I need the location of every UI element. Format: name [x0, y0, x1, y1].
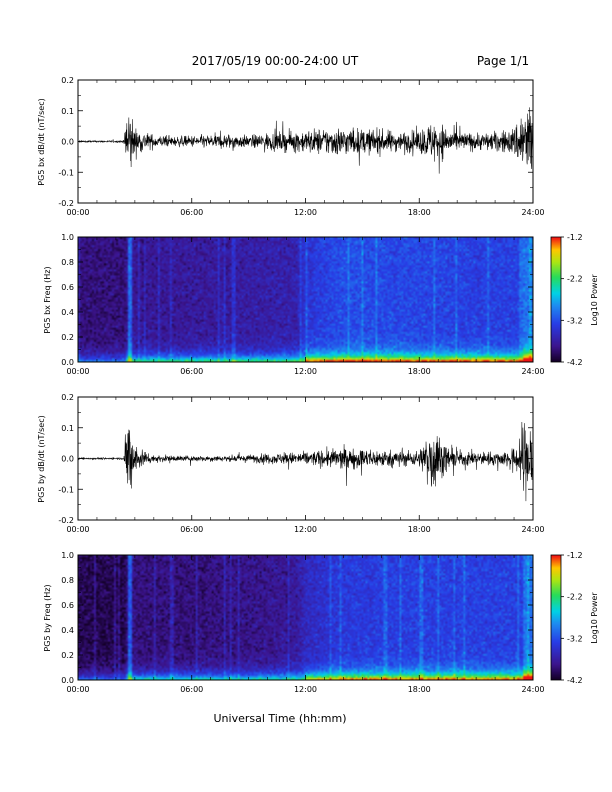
colorbar — [551, 237, 561, 362]
colorbar-tick-label: -4.2 — [567, 358, 583, 367]
x-tick-label: 24:00 — [521, 208, 544, 217]
y-tick-label: 0.0 — [61, 358, 74, 367]
colorbar-label: Log10 Power — [590, 274, 599, 326]
colorbar-tick-label: -1.2 — [567, 233, 583, 242]
x-tick-label: 06:00 — [180, 367, 203, 376]
spectrogram-image — [78, 555, 533, 680]
panel-bx-spectrogram: 00:00 06:00 12:00 18:00 24:00 1.0 0.8 0.6 0.4 0.2… — [43, 233, 599, 376]
colorbar-frame — [550, 236, 562, 363]
y-tick-label: 0.2 — [61, 393, 74, 402]
waveform-line — [77, 107, 534, 174]
x-tick-label: 24:00 — [521, 525, 544, 534]
x-tick-label: 00:00 — [66, 525, 89, 534]
panel-bx-waveform: 00:00 06:00 12:00 18:00 24:00 0.2 0.1 0.0 -0.1 -0… — [37, 76, 545, 217]
x-tick-label: 18:00 — [408, 367, 431, 376]
y-tick-label: 0.1 — [61, 107, 74, 116]
waveform-trace — [77, 107, 534, 174]
colorbar-label: Log10 Power — [590, 592, 599, 644]
panel-by-spectrogram: 00:00 06:00 12:00 18:00 24:00 1.0 0.8 0.6 0.4 0.2… — [43, 551, 599, 694]
x-axis-label: Universal Time (hh:mm) — [214, 712, 347, 725]
y-tick-label: 0.1 — [61, 424, 74, 433]
colorbar-tick-label: -3.2 — [567, 316, 583, 325]
y-tick-label: 0.6 — [61, 601, 74, 610]
x-tick-label: 24:00 — [521, 685, 544, 694]
colorbar-tick-label: -4.2 — [567, 676, 583, 685]
x-tick-label: 12:00 — [294, 685, 317, 694]
y-tick-label: 0.2 — [61, 651, 74, 660]
y-axis-label: PG5 bx Freq (Hz) — [43, 266, 52, 333]
colorbar-tick-label: -3.2 — [567, 634, 583, 643]
colorbar — [551, 555, 561, 680]
colorbar-tick-label: -2.2 — [567, 275, 583, 284]
colorbar-tick-label: -2.2 — [567, 593, 583, 602]
x-tick-label: 06:00 — [180, 208, 203, 217]
y-tick-label: -0.2 — [58, 516, 74, 525]
x-tick-label: 24:00 — [521, 367, 544, 376]
y-tick-label: 0.4 — [61, 308, 74, 317]
x-tick-label: 12:00 — [294, 208, 317, 217]
y-tick-label: -0.1 — [58, 485, 74, 494]
y-tick-label: 0.2 — [61, 333, 74, 342]
y-tick-label: 0.0 — [61, 138, 74, 147]
y-tick-label: 0.0 — [61, 676, 74, 685]
x-tick-label: 06:00 — [180, 685, 203, 694]
y-tick-label: 0.8 — [61, 258, 74, 267]
x-tick-label: 18:00 — [408, 685, 431, 694]
y-tick-label: 0.4 — [61, 626, 74, 635]
panel-by-waveform: 00:00 06:00 12:00 18:00 24:00 0.2 0.1 0.0 -0.1 -0… — [37, 393, 545, 534]
page-title: 2017/05/19 00:00-24:00 UT — [192, 54, 359, 68]
spectrogram-image — [78, 237, 533, 362]
x-tick-label: 12:00 — [294, 525, 317, 534]
y-tick-label: 0.0 — [61, 455, 74, 464]
y-tick-label: 1.0 — [61, 551, 74, 560]
x-tick-label: 00:00 — [66, 367, 89, 376]
y-axis-label: PG5 by Freq (Hz) — [43, 584, 52, 651]
colorbar-tick-label: -1.2 — [567, 551, 583, 560]
x-tick-label: 00:00 — [66, 685, 89, 694]
y-tick-label: 0.6 — [61, 283, 74, 292]
waveform-line — [77, 421, 534, 502]
y-tick-label: 1.0 — [61, 233, 74, 242]
waveform-trace — [77, 421, 534, 502]
x-tick-label: 18:00 — [408, 525, 431, 534]
y-tick-label: -0.2 — [58, 199, 74, 208]
y-axis-label: PG5 bx dB/dt (nT/sec) — [37, 98, 46, 185]
colorbar-frame — [550, 554, 562, 681]
x-tick-label: 18:00 — [408, 208, 431, 217]
x-tick-label: 06:00 — [180, 525, 203, 534]
y-tick-label: 0.8 — [61, 576, 74, 585]
x-tick-label: 12:00 — [294, 367, 317, 376]
y-tick-label: -0.1 — [58, 168, 74, 177]
y-axis-label: PG5 by dB/dt (nT/sec) — [37, 415, 46, 502]
page-number: Page 1/1 — [477, 54, 529, 68]
x-tick-label: 00:00 — [66, 208, 89, 217]
y-tick-label: 0.2 — [61, 76, 74, 85]
